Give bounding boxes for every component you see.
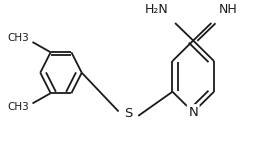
Text: H₂N: H₂N [145, 3, 168, 16]
Text: S: S [124, 107, 133, 120]
Text: NH: NH [219, 3, 238, 16]
Text: CH3: CH3 [8, 102, 29, 112]
Text: CH3: CH3 [8, 33, 29, 43]
Text: N: N [188, 106, 198, 119]
